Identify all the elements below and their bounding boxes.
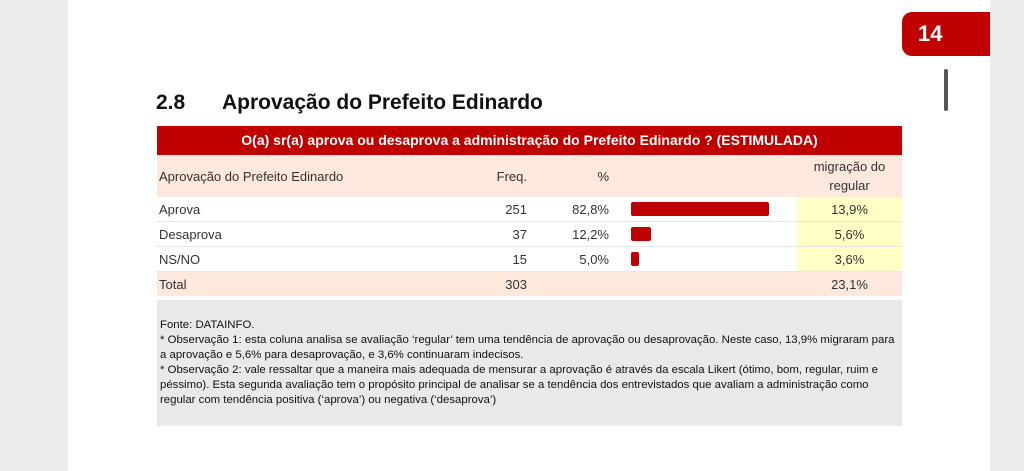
row-migration: 3,6% (797, 247, 902, 271)
total-label: Total (159, 276, 187, 292)
row-bar-cell (631, 197, 791, 221)
table-header-row: Aprovação do Prefeito Edinardo Freq. % m… (157, 155, 902, 197)
row-migration: 13,9% (797, 197, 902, 221)
question-header: O(a) sr(a) aprova ou desaprova a adminis… (157, 126, 902, 155)
table-row: Aprova 251 82,8% 13,9% (157, 197, 902, 222)
row-label: Aprova (159, 201, 201, 217)
header-pct: % (597, 168, 609, 184)
source-note: Fonte: DATAINFO. (160, 319, 255, 331)
header-migration: migração do regular (813, 159, 886, 193)
observation-2: * Observação 2: vale ressaltar que a man… (160, 364, 878, 406)
row-freq: 37 (512, 226, 527, 242)
row-freq: 15 (512, 251, 527, 267)
section-number: 2.8 (156, 91, 186, 114)
total-freq: 303 (505, 276, 527, 292)
observation-1: * Observação 1: esta coluna analisa se a… (160, 334, 895, 361)
share-bar (631, 202, 769, 216)
share-bar (631, 252, 639, 266)
row-bar-cell (631, 222, 791, 246)
row-label: NS/NO (159, 251, 201, 267)
row-migration: 5,6% (797, 222, 902, 246)
row-pct: 82,8% (572, 201, 609, 217)
header-freq: Freq. (496, 168, 527, 184)
share-bar (631, 227, 651, 241)
row-bar-cell (631, 247, 791, 271)
header-label: Aprovação do Prefeito Edinardo (159, 168, 344, 184)
row-label: Desaprova (159, 226, 222, 242)
row-pct: 12,2% (572, 226, 609, 242)
row-pct: 5,0% (579, 251, 609, 267)
page-number-badge: 14 (902, 12, 990, 56)
table-total-row: Total 303 23,1% (157, 272, 902, 296)
section-heading: Aprovação do Prefeito Edinardo (222, 91, 543, 114)
section-title: 2.8 Aprovação do Prefeito Edinardo (156, 91, 543, 115)
total-migration: 23,1% (831, 276, 868, 292)
table-row: NS/NO 15 5,0% 3,6% (157, 247, 902, 272)
notes-box: Fonte: DATAINFO. * Observação 1: esta co… (157, 300, 902, 426)
table-row: Desaprova 37 12,2% 5,6% (157, 222, 902, 247)
approval-table: O(a) sr(a) aprova ou desaprova a adminis… (157, 126, 902, 296)
row-freq: 251 (505, 201, 527, 217)
scrollbar[interactable] (944, 69, 948, 111)
